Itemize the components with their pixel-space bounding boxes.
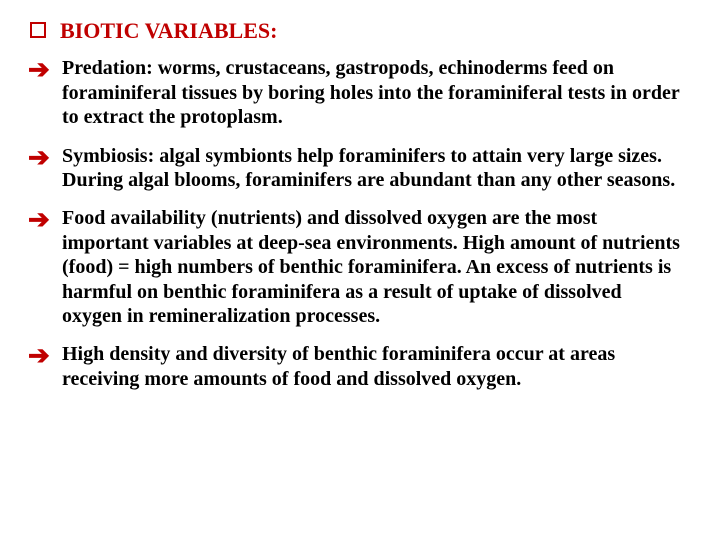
- arrow-icon: ➔: [28, 342, 52, 368]
- heading-row: BIOTIC VARIABLES:: [28, 18, 692, 44]
- bullet-item: ➔ Symbiosis: algal symbionts help forami…: [28, 144, 692, 193]
- bullet-item: ➔ Predation: worms, crustaceans, gastrop…: [28, 56, 692, 129]
- bullet-text: Predation: worms, crustaceans, gastropod…: [62, 56, 692, 129]
- arrow-icon: ➔: [28, 144, 52, 170]
- arrow-icon: ➔: [28, 56, 52, 82]
- bullet-item: ➔ Food availability (nutrients) and diss…: [28, 206, 692, 328]
- bullet-text: Food availability (nutrients) and dissol…: [62, 206, 692, 328]
- bullet-text: Symbiosis: algal symbionts help foramini…: [62, 144, 692, 193]
- bullet-item: ➔ High density and diversity of benthic …: [28, 342, 692, 391]
- square-bullet-icon: [30, 22, 46, 38]
- arrow-icon: ➔: [28, 206, 52, 232]
- bullet-text: High density and diversity of benthic fo…: [62, 342, 692, 391]
- heading-text: BIOTIC VARIABLES:: [60, 18, 277, 44]
